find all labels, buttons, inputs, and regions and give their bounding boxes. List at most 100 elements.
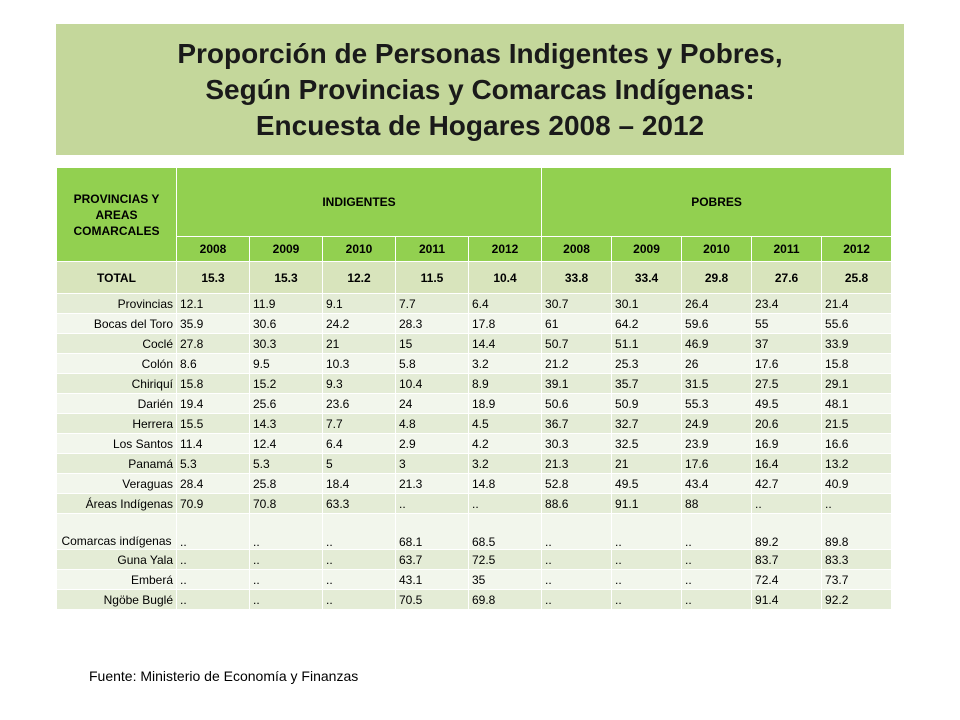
value-cell: 68.1 [395,513,469,550]
source-note: Fuente: Ministerio de Economía y Finanza… [89,668,359,684]
value-cell: .. [322,513,396,550]
title-line-3: Encuesta de Hogares 2008 – 2012 [255,109,705,141]
value-cell: .. [611,569,683,590]
value-cell: .. [611,549,683,570]
value-cell: 11.4 [176,433,250,454]
value-cell: 15 [395,333,469,354]
year-header-row: 2008 2009 2010 2011 2012 2008 2009 2010 2011 2012 [57,236,893,262]
value-cell: 14.4 [467,333,543,354]
row-label: Veraguas [56,473,177,494]
value-cell: 15.8 [176,373,250,394]
value-cell: 17.6 [681,453,753,474]
value-cell: .. [681,569,753,590]
value-cell: 70.9 [176,493,250,514]
value-cell: 37 [751,333,823,354]
value-cell: 63.7 [395,549,469,570]
value-cell: 33.8 [541,261,613,294]
value-cell: 8.6 [176,353,250,374]
value-cell: 55.6 [821,313,893,334]
value-cell: 15.8 [821,353,893,374]
value-cell: .. [467,493,543,514]
value-cell: 26.4 [681,293,753,314]
row-label: Comarcas indígenas [56,513,177,550]
value-cell: 63.3 [322,493,396,514]
value-cell: 3.2 [467,353,543,374]
value-cell: .. [541,549,613,570]
value-cell: 27.6 [751,261,823,294]
value-cell: .. [541,513,613,550]
table-row: Ngöbe Buglé...... 70.5 69.8...... 91.4 92.2 [56,589,893,610]
value-cell: 72.5 [467,549,543,570]
value-cell: 50.6 [541,393,613,414]
value-cell: 91.4 [751,589,823,610]
value-cell: 6.4 [467,293,543,314]
value-cell: .. [249,569,323,590]
header-pobres: POBRES [541,167,893,237]
value-cell: 18.4 [322,473,396,494]
table-row: Provincias 12.1 11.9 9.1 7.7 6.4 30.7 30.1 26.4 2… [56,293,893,314]
year-header-cell: 2009 [611,236,683,262]
value-cell: 88.6 [541,493,613,514]
value-cell: 51.1 [611,333,683,354]
value-cell: .. [681,589,753,610]
title-line-1: Proporción de Personas Indigentes y Pobr… [177,37,783,69]
value-cell: .. [541,589,613,610]
value-cell: 55.3 [681,393,753,414]
year-header-cell: 2011 [395,236,469,262]
value-cell: 9.1 [322,293,396,314]
value-cell: 11.9 [249,293,323,314]
row-label: Provincias [56,293,177,314]
value-cell: 48.1 [821,393,893,414]
value-cell: 21.3 [541,453,613,474]
value-cell: 10.3 [322,353,396,374]
value-cell: 49.5 [611,473,683,494]
value-cell: 23.4 [751,293,823,314]
value-cell: 21.5 [821,413,893,434]
value-cell: 23.6 [322,393,396,414]
value-cell: 12.1 [176,293,250,314]
value-cell: 28.3 [395,313,469,334]
table-row: Veraguas 28.4 25.8 18.4 21.3 14.8 52.8 49.5 43.4… [56,473,893,494]
table-row: Bocas del Toro 35.9 30.6 24.2 28.3 17.8 61 64.2… [56,313,893,334]
value-cell: 25.8 [821,261,893,294]
value-cell: .. [821,493,893,514]
value-cell: 6.4 [322,433,396,454]
value-cell: 30.1 [611,293,683,314]
value-cell: 39.1 [541,373,613,394]
value-cell: 27.5 [751,373,823,394]
value-cell: 15.3 [176,261,250,294]
value-cell: 8.9 [467,373,543,394]
value-cell: .. [322,549,396,570]
year-header-cell: 2008 [176,236,250,262]
value-cell: 30.3 [541,433,613,454]
value-cell: .. [176,513,250,550]
row-label: Colón [56,353,177,374]
value-cell: 25.6 [249,393,323,414]
value-cell: 52.8 [541,473,613,494]
value-cell: 29.8 [681,261,753,294]
value-cell: 21.3 [395,473,469,494]
total-row: TOTAL 15.3 15.3 12.2 11.5 10.4 33.8 33.4 29.8 27.… [56,261,893,294]
value-cell: 9.3 [322,373,396,394]
value-cell: 32.7 [611,413,683,434]
value-cell: 21 [322,333,396,354]
table-row: Darién 19.4 25.6 23.6 24 18.9 50.6 50.9 55.3 49.5… [56,393,893,414]
value-cell: 72.4 [751,569,823,590]
value-cell: 36.7 [541,413,613,434]
value-cell: 5.3 [249,453,323,474]
value-cell: 43.1 [395,569,469,590]
value-cell: 16.6 [821,433,893,454]
year-header-cell: 2010 [322,236,396,262]
value-cell: 28.4 [176,473,250,494]
table-row: Chiriquí 15.8 15.2 9.3 10.4 8.9 39.1 35.7 31.5 27… [56,373,893,394]
header-indigentes: INDIGENTES [175,167,543,237]
table-row: Áreas Indígenas 70.9 70.8 63.3.... 88.6 91.1 8… [56,493,893,514]
value-cell: 70.8 [249,493,323,514]
value-cell: 16.4 [751,453,823,474]
row-label: Coclé [56,333,177,354]
value-cell: 9.5 [249,353,323,374]
value-cell: 89.2 [751,513,823,550]
row-label: Darién [56,393,177,414]
value-cell: 19.4 [176,393,250,414]
value-cell: 14.8 [467,473,543,494]
